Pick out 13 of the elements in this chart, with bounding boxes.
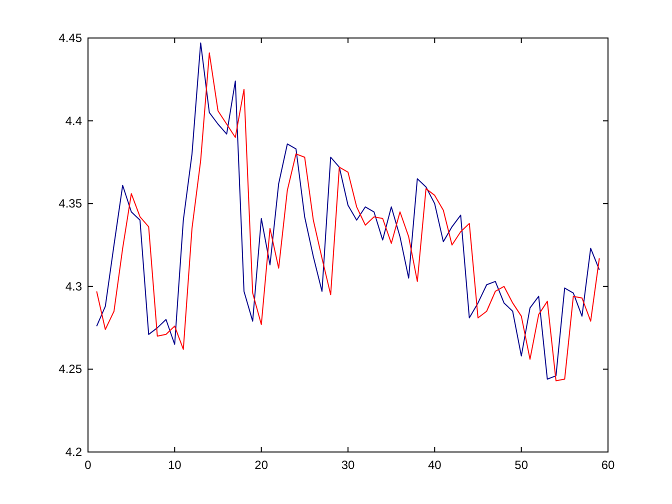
x-tick-label: 30 (341, 458, 355, 472)
x-tick-label: 10 (168, 458, 182, 472)
x-tick-label: 60 (601, 458, 615, 472)
y-tick-label: 4.25 (58, 362, 82, 376)
y-tick-label: 4.2 (65, 445, 82, 459)
y-tick-label: 4.45 (58, 31, 82, 45)
y-tick-label: 4.3 (65, 279, 82, 294)
y-tick-label: 4.35 (58, 196, 82, 211)
y-tick-label: 4.4 (65, 114, 82, 128)
x-tick-label: 0 (84, 458, 92, 472)
x-tick-label: 20 (254, 458, 268, 472)
x-tick-label: 50 (514, 458, 528, 472)
x-tick-label: 40 (428, 458, 442, 472)
